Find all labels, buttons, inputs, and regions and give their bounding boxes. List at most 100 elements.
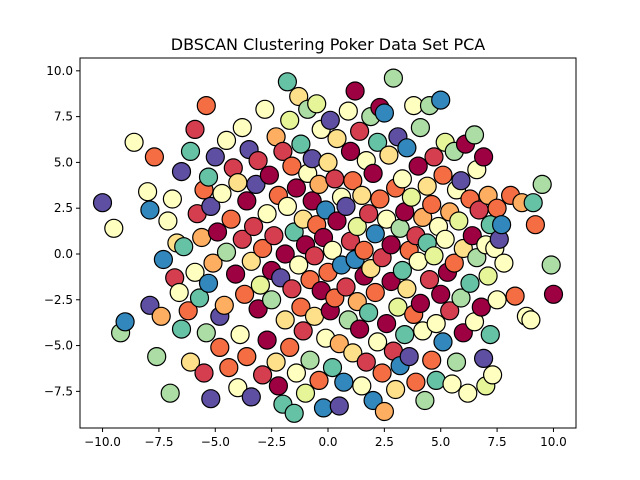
data-point bbox=[241, 387, 261, 407]
data-point bbox=[230, 325, 250, 345]
data-point bbox=[410, 293, 430, 313]
data-point bbox=[374, 103, 394, 123]
data-point bbox=[431, 90, 451, 110]
data-point bbox=[464, 125, 485, 145]
data-point bbox=[543, 284, 564, 304]
data-point bbox=[140, 200, 160, 220]
data-point bbox=[487, 290, 507, 310]
data-point bbox=[474, 147, 494, 167]
data-point bbox=[313, 398, 334, 418]
x-tick-label: −10.0 bbox=[84, 435, 121, 449]
data-point bbox=[365, 282, 385, 303]
data-point bbox=[232, 229, 252, 249]
data-point bbox=[214, 295, 234, 315]
data-point bbox=[377, 314, 397, 334]
data-point bbox=[399, 347, 419, 367]
x-tick-label: 5.0 bbox=[431, 435, 450, 449]
data-point bbox=[345, 81, 365, 101]
x-tick-label: −2.5 bbox=[257, 435, 286, 449]
data-point bbox=[291, 134, 311, 154]
data-point bbox=[440, 301, 460, 321]
data-point bbox=[280, 337, 300, 357]
data-point bbox=[406, 372, 426, 392]
data-point bbox=[151, 306, 171, 326]
data-point bbox=[523, 193, 543, 213]
data-point bbox=[408, 156, 428, 176]
data-point bbox=[160, 383, 180, 403]
data-point bbox=[336, 277, 356, 297]
data-point bbox=[228, 173, 248, 193]
data-point bbox=[451, 288, 471, 308]
data-point bbox=[185, 262, 205, 282]
data-point bbox=[282, 156, 302, 176]
data-point bbox=[264, 226, 284, 246]
data-point bbox=[171, 319, 192, 339]
data-point bbox=[426, 370, 446, 390]
data-point bbox=[196, 95, 216, 116]
data-point bbox=[492, 215, 512, 235]
y-tick-label: 10.0 bbox=[46, 64, 73, 78]
data-point bbox=[237, 347, 257, 367]
data-point bbox=[248, 151, 268, 171]
data-point bbox=[189, 288, 210, 308]
data-point bbox=[212, 183, 232, 204]
data-point bbox=[478, 266, 498, 286]
data-point bbox=[343, 343, 363, 363]
data-point bbox=[235, 284, 255, 304]
data-point bbox=[273, 141, 293, 161]
data-point bbox=[474, 348, 494, 368]
y-tick-label: −5.0 bbox=[44, 339, 73, 353]
data-point bbox=[395, 325, 415, 345]
data-point bbox=[410, 117, 430, 138]
x-tick-label: 0.0 bbox=[318, 435, 337, 449]
data-point bbox=[196, 323, 216, 343]
data-point bbox=[381, 235, 401, 255]
data-point bbox=[435, 229, 455, 249]
data-point bbox=[370, 189, 390, 209]
data-point bbox=[541, 255, 561, 275]
data-point bbox=[471, 297, 491, 317]
data-point bbox=[521, 310, 541, 330]
data-point bbox=[494, 253, 514, 273]
data-point bbox=[201, 389, 221, 409]
data-point bbox=[343, 171, 363, 191]
data-point bbox=[282, 279, 302, 299]
data-point bbox=[147, 347, 167, 367]
data-point bbox=[426, 314, 446, 334]
x-tick-label: 7.5 bbox=[488, 435, 507, 449]
data-point bbox=[460, 273, 480, 293]
x-tick-label: −7.5 bbox=[144, 435, 173, 449]
data-point bbox=[207, 222, 228, 242]
data-point bbox=[280, 110, 300, 130]
data-point bbox=[322, 358, 343, 378]
data-point bbox=[397, 138, 417, 158]
data-point bbox=[422, 194, 442, 215]
data-point bbox=[286, 178, 306, 198]
data-point bbox=[268, 376, 288, 396]
data-point bbox=[377, 209, 397, 229]
data-point bbox=[422, 350, 442, 370]
data-point bbox=[203, 253, 223, 273]
data-point bbox=[338, 101, 358, 121]
data-point bbox=[253, 365, 273, 385]
data-point bbox=[257, 204, 277, 224]
data-point bbox=[350, 319, 370, 339]
data-point bbox=[300, 350, 320, 370]
data-point bbox=[446, 352, 467, 372]
data-point bbox=[388, 297, 408, 317]
data-point bbox=[302, 191, 322, 211]
data-point bbox=[216, 130, 237, 150]
y-tick-label: 0.0 bbox=[54, 247, 73, 261]
data-point bbox=[352, 185, 372, 205]
data-point bbox=[340, 141, 361, 161]
data-point bbox=[257, 330, 277, 350]
data-point bbox=[397, 279, 417, 299]
data-point bbox=[201, 196, 221, 216]
data-point bbox=[368, 332, 388, 352]
data-point bbox=[185, 119, 205, 139]
data-point bbox=[210, 337, 230, 357]
points-layer bbox=[92, 68, 564, 423]
data-point bbox=[266, 352, 286, 372]
data-point bbox=[304, 246, 325, 266]
data-point bbox=[374, 401, 394, 422]
